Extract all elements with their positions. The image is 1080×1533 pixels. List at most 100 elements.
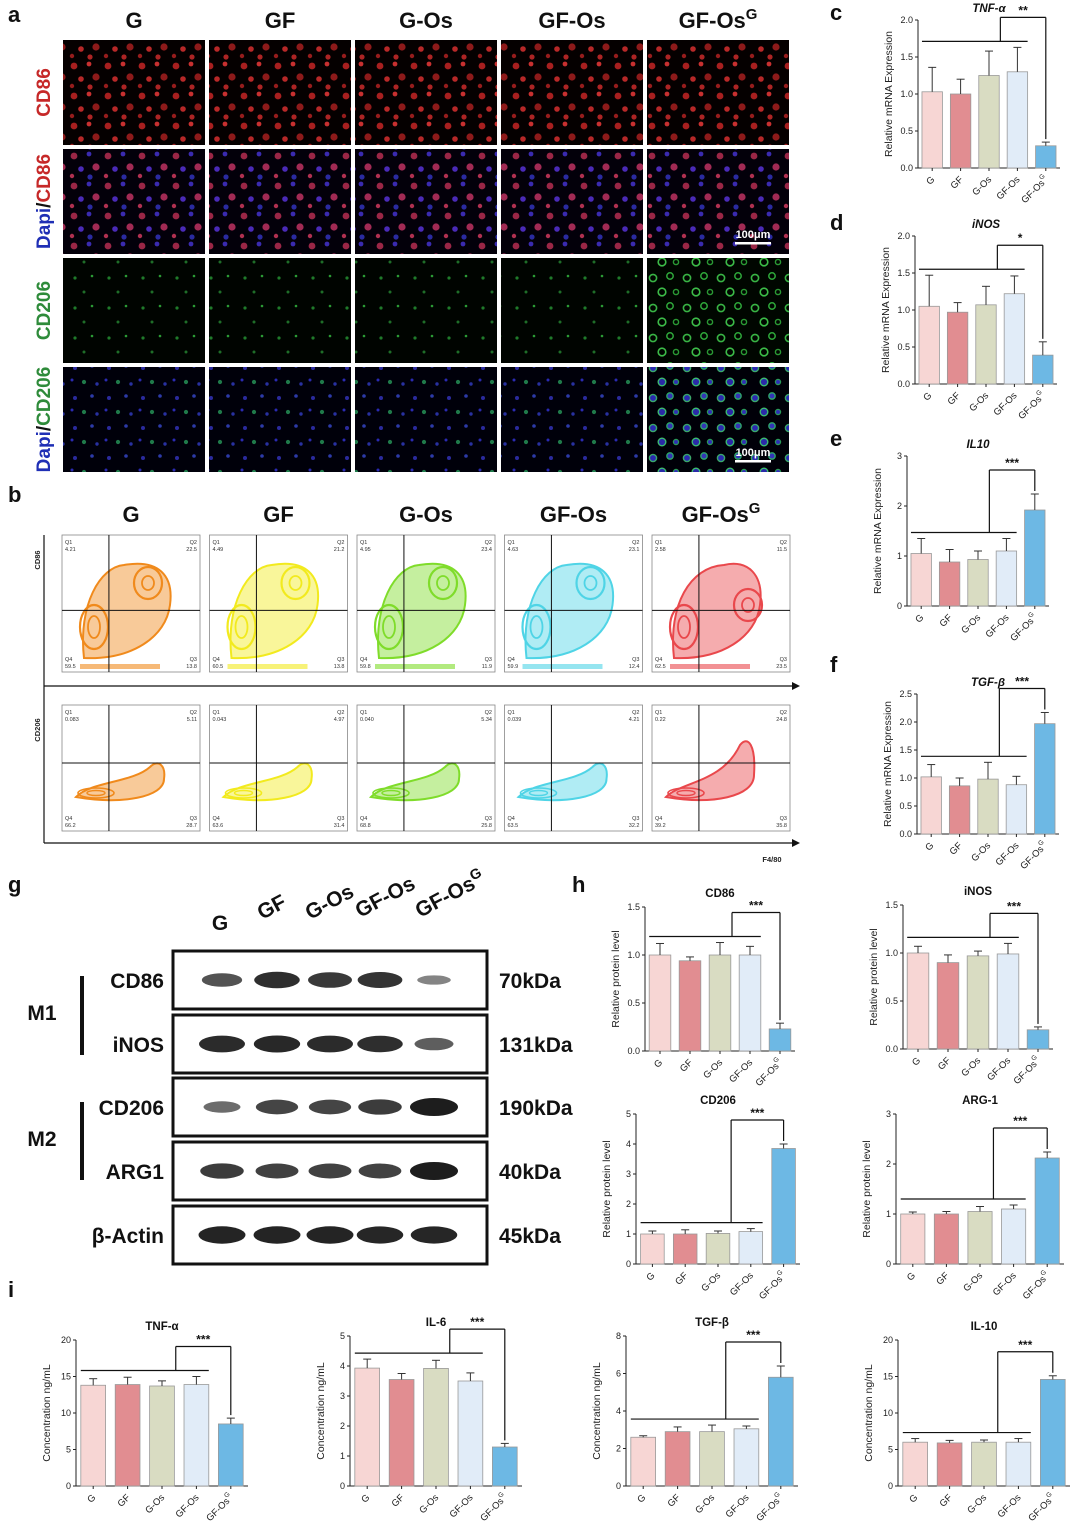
- flow-plot-frame: [61, 704, 201, 832]
- bar: [902, 1441, 928, 1487]
- flow-density-contour: [575, 565, 606, 601]
- micrograph-tile: [355, 367, 497, 472]
- flow-density-contour: [288, 575, 303, 591]
- x-tick-label: GF: [678, 1057, 695, 1074]
- chart-title: iNOS: [964, 886, 992, 898]
- flow-density-contour: [226, 603, 257, 651]
- flow-density-contour: [87, 615, 101, 639]
- x-tick-label: GF-OsG: [1007, 611, 1040, 644]
- y-tick-label: 0.5: [900, 126, 913, 136]
- bar: [678, 960, 702, 1052]
- y-tick-label: 5: [626, 1109, 631, 1119]
- blot-band: [201, 973, 243, 987]
- microscopy-column-label: GF: [265, 8, 296, 33]
- quadrant-name: Q2: [632, 710, 639, 716]
- flow-density-contour: [77, 787, 115, 799]
- y-tick-label: 3: [886, 1109, 891, 1119]
- scale-bar: [735, 460, 771, 463]
- bar: [996, 953, 1020, 1050]
- bar: [967, 1211, 993, 1265]
- bar: [967, 559, 989, 607]
- quadrant-value: 4.63: [508, 547, 519, 553]
- quadrant-value: 4.95: [360, 547, 371, 553]
- x-tick-label: GF-Os: [996, 1492, 1024, 1520]
- bar: [664, 1431, 691, 1487]
- flow-density-contour: [583, 575, 598, 591]
- bar: [910, 553, 932, 607]
- blot-band: [358, 1099, 402, 1115]
- bar: [1024, 509, 1046, 607]
- quadrant-value: 68.8: [360, 823, 371, 829]
- micrograph-tile: [209, 149, 351, 254]
- significance-marker: ***: [1015, 674, 1029, 688]
- flow-column-label: GF-Os: [540, 502, 607, 527]
- x-tick-label: G: [645, 1270, 658, 1283]
- quadrant-value: 28.7: [186, 823, 197, 829]
- flow-density-contour: [741, 597, 755, 613]
- blot-band: [308, 972, 352, 988]
- bar: [492, 1446, 518, 1487]
- microscopy-column-label: GF-Os: [538, 8, 605, 33]
- y-tick-label: 0: [340, 1481, 345, 1491]
- y-tick-label: 10: [61, 1408, 71, 1418]
- y-tick-label: 2: [626, 1199, 631, 1209]
- significance-marker: ***: [1013, 1114, 1027, 1128]
- microscopy-row-label: Dapi/CD86: [34, 154, 55, 249]
- micrograph-tile: [647, 258, 789, 363]
- y-tick-label: 1.5: [900, 52, 913, 62]
- panel-letter-g: g: [8, 872, 21, 897]
- chart-title: TGF-β: [971, 677, 1005, 689]
- y-tick-label: 0.0: [885, 1044, 898, 1054]
- bar: [933, 1213, 959, 1265]
- blot-size-label: 131kDa: [499, 1034, 573, 1057]
- y-tick-label: 3: [340, 1391, 345, 1401]
- x-tick-label: G-Os: [967, 390, 991, 414]
- quadrant-value: 63.6: [213, 823, 224, 829]
- x-tick-label: GF-Os: [724, 1492, 752, 1520]
- flow-density-contour: [521, 603, 552, 651]
- bar: [80, 1384, 106, 1487]
- flow-density-contour: [677, 615, 691, 639]
- x-tick-label: GF: [934, 1270, 951, 1287]
- y-tick-label: 1: [886, 1209, 891, 1219]
- x-tick-label: G: [913, 612, 926, 625]
- x-tick-label: G-Os: [417, 1492, 441, 1516]
- y-tick-label: 0.0: [897, 379, 910, 389]
- y-tick-label: 2: [340, 1421, 345, 1431]
- x-tick-label: G-Os: [699, 1270, 723, 1294]
- quadrant-name: Q1: [655, 710, 662, 716]
- flow-density-outer: [524, 562, 615, 660]
- x-tick-label: GF: [946, 390, 963, 407]
- y-axis-label: Relative mRNA Expression: [872, 468, 884, 594]
- flow-density-floor: [80, 664, 160, 669]
- bar: [1040, 1379, 1066, 1487]
- y-tick-label: 2.0: [899, 717, 912, 727]
- flow-density-floor: [670, 664, 750, 669]
- flow-density-contour: [234, 615, 249, 639]
- flow-density-contour: [676, 789, 696, 797]
- quadrant-name: Q4: [360, 657, 367, 663]
- y-tick-label: 4: [616, 1406, 621, 1416]
- chart-e: 0 1 2 3 Relative mRNA Expression IL10 G GF G-Os G…: [872, 439, 1049, 644]
- flow-density-contour: [373, 603, 405, 651]
- y-axis-label: Relative mRNA Expression: [880, 247, 892, 373]
- chart-h-cd206: 0 1 2 3 4 5 Relative protein level CD206 G GF G-Os…: [601, 1095, 800, 1302]
- quadrant-name: Q2: [780, 710, 787, 716]
- quadrant-value: 12.4: [629, 664, 640, 670]
- bar: [995, 550, 1018, 607]
- flow-density-contour: [427, 565, 459, 601]
- flow-density-contour: [519, 787, 558, 799]
- quadrant-name: Q4: [508, 657, 515, 663]
- micrograph-tile: [63, 149, 205, 254]
- quadrant-value: 24.8: [776, 717, 787, 723]
- quadrant-name: Q1: [508, 710, 515, 716]
- y-axis-label: Relative protein level: [610, 930, 622, 1027]
- blot-row-label: ARG1: [106, 1161, 165, 1184]
- panel-a-microscopy: G GF G-Os GF-Os GF-OsG CD86 Dapi/CD86 CD206 Dapi…: [34, 6, 789, 472]
- micrograph-tile: [501, 149, 643, 254]
- microscopy-row-label: Dapi/CD206: [34, 367, 55, 473]
- flow-density-floor: [522, 664, 603, 669]
- flow-density-outer: [672, 562, 762, 660]
- y-tick-label: 1: [340, 1451, 345, 1461]
